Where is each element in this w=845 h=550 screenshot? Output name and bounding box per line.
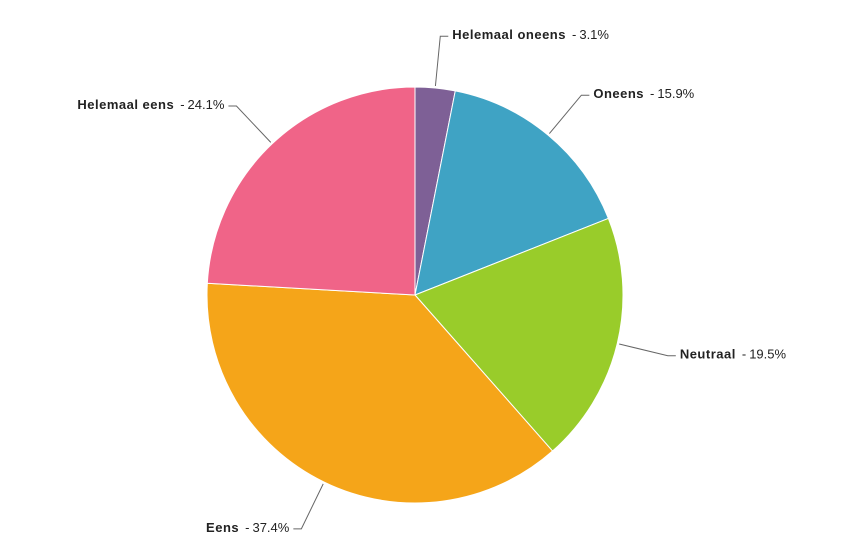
label-value: 37.4% — [252, 520, 289, 535]
pie-slice — [206, 86, 416, 296]
label-value: 24.1% — [188, 97, 225, 112]
pie-slice — [414, 90, 610, 296]
label-name: Helemaal eens — [77, 97, 174, 112]
leader-line — [434, 35, 449, 87]
leader-line — [293, 483, 324, 530]
label-separator: - — [572, 28, 576, 43]
label-value: 3.1% — [579, 28, 609, 43]
label-value: 19.5% — [749, 347, 786, 362]
data-label: Helemaal oneens -3.1% — [452, 28, 609, 43]
pie-slice — [414, 217, 624, 452]
leader-line — [228, 105, 272, 143]
label-name: Helemaal oneens — [452, 28, 566, 43]
label-separator: - — [245, 520, 249, 535]
data-label: Neutraal -19.5% — [680, 347, 787, 362]
pie-slice — [206, 282, 554, 504]
data-label: Eens -37.4% — [206, 520, 290, 535]
leader-line — [619, 343, 676, 357]
leader-line — [548, 94, 590, 134]
label-separator: - — [180, 97, 184, 112]
label-name: Eens — [206, 520, 239, 535]
data-label: Oneens -15.9% — [593, 87, 694, 102]
label-separator: - — [650, 87, 654, 102]
label-name: Neutraal — [680, 347, 736, 362]
data-label: Helemaal eens -24.1% — [77, 97, 224, 112]
label-value: 15.9% — [657, 87, 694, 102]
label-separator: - — [742, 347, 746, 362]
label-name: Oneens — [593, 87, 644, 102]
